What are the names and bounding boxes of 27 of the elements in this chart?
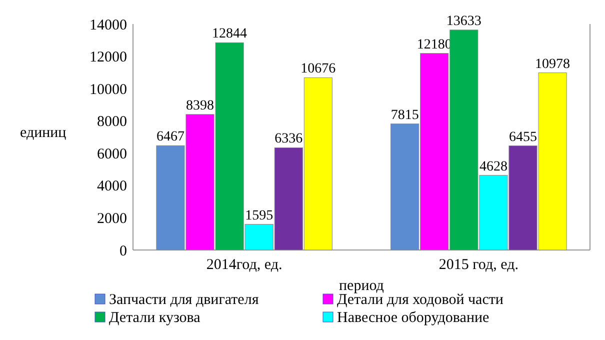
- data-label: 12844: [212, 26, 248, 42]
- data-label: 1595: [245, 208, 274, 224]
- data-label: 6467: [156, 130, 184, 145]
- data-label: 13633: [446, 14, 482, 29]
- y-tick-label: 14000: [90, 17, 127, 34]
- y-tick-label: 4000: [97, 178, 127, 195]
- y-tick-label: 2000: [97, 210, 127, 227]
- x-tick-label: 2014год, ед.: [206, 257, 282, 273]
- data-label: 4628: [479, 159, 508, 174]
- legend-label: Детали кузова: [109, 310, 201, 326]
- data-label: 8398: [186, 98, 214, 114]
- y-tick-label: 0: [120, 243, 127, 260]
- x-tick-label: 2015 год, ед.: [438, 257, 518, 273]
- y-tick-label: 6000: [97, 146, 127, 162]
- data-label: 10978: [535, 56, 570, 72]
- y-tick-label: 10000: [90, 82, 127, 98]
- data-label: 6455: [508, 130, 537, 145]
- y-tick-label: 12000: [90, 50, 127, 66]
- data-label: 7815: [390, 108, 419, 123]
- y-tick-label: 8000: [97, 114, 127, 130]
- legend-label: Запчасти для двигателя: [109, 292, 259, 308]
- data-label: 6336: [274, 132, 303, 147]
- legend-label: Навесное оборудование: [337, 310, 490, 326]
- legend-label: Детали для ходовой части: [337, 292, 504, 308]
- data-label: 10676: [300, 62, 336, 77]
- y-axis-title: единиц: [20, 125, 66, 141]
- x-axis-title: период: [339, 278, 384, 294]
